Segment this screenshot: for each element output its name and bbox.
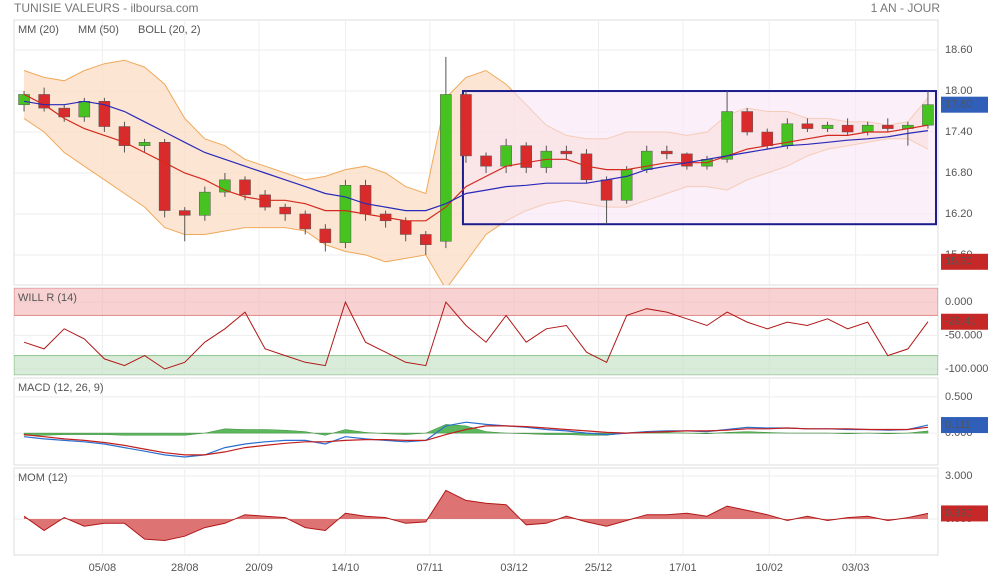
value-badge-label: -29.41 <box>945 316 976 328</box>
momentum-line <box>23 489 929 542</box>
candle-body <box>922 104 934 126</box>
candle-body <box>98 101 111 127</box>
candle-body <box>239 179 251 196</box>
candle-body <box>58 107 70 118</box>
oversold-band <box>14 355 938 375</box>
candle-body <box>440 94 452 242</box>
candle-body <box>721 111 733 160</box>
candle-body <box>801 123 814 129</box>
y-tick-label: 0.000 <box>945 296 973 308</box>
candle-body <box>359 185 372 215</box>
x-tick-label: 14/10 <box>332 562 360 574</box>
y-tick-label: 18.00 <box>945 85 973 97</box>
x-tick-label: 20/09 <box>245 562 273 574</box>
candle-body <box>319 228 332 243</box>
value-badge <box>941 313 988 330</box>
plot <box>14 378 938 465</box>
y-tick-label: 16.80 <box>945 167 973 179</box>
candle-body <box>600 179 613 201</box>
candle-body <box>861 124 874 133</box>
x-tick-label: 03/03 <box>842 562 870 574</box>
candle-body <box>199 191 211 216</box>
y-tick-label: 16.20 <box>945 208 973 220</box>
panel <box>13 377 939 466</box>
candle-body <box>460 94 472 157</box>
candle-body <box>761 131 774 146</box>
legend-entry: BOLL (20, 2) <box>138 24 201 36</box>
value-badge <box>941 417 988 434</box>
value-badge-label: 15.50 <box>945 256 973 268</box>
x-tick-label: 17/01 <box>669 562 697 574</box>
candle-body <box>38 94 50 109</box>
candle-body <box>219 179 231 193</box>
candle-body <box>661 150 673 155</box>
period: 1 AN - JOUR <box>871 1 941 15</box>
panel-title: WILL R (14) <box>18 292 77 304</box>
value-badge-label: 0.390 <box>945 507 973 519</box>
value-badge-label: 0.111 <box>945 419 971 431</box>
candle-body <box>138 142 151 146</box>
y-tick-label: 0.500 <box>945 391 973 403</box>
willr-line <box>23 300 929 370</box>
moving-average <box>23 93 929 222</box>
y-tick-label: 17.40 <box>945 126 973 138</box>
value-badge-label: 17.80 <box>945 99 973 111</box>
macd-histogram <box>23 424 929 436</box>
value-badge <box>941 253 988 270</box>
momentum-area <box>24 490 928 541</box>
x-tick-label: 03/12 <box>500 562 528 574</box>
candle-body <box>841 124 854 133</box>
candle-body <box>178 210 191 216</box>
candle-body <box>741 111 753 133</box>
value-badge <box>941 96 988 113</box>
plot <box>14 288 938 375</box>
candle-body <box>420 234 432 245</box>
candle-body <box>78 101 91 118</box>
candle-body <box>339 185 352 243</box>
value-badge <box>941 505 988 522</box>
candle-body <box>259 194 271 208</box>
candle-body <box>279 206 291 215</box>
box-annotation <box>461 90 937 226</box>
plot <box>14 468 938 555</box>
candle-body <box>520 145 532 168</box>
candle-body <box>158 142 171 211</box>
y-tick-label: -50.000 <box>945 329 982 341</box>
x-tick-label: 05/08 <box>89 562 117 574</box>
candle-body <box>821 124 834 129</box>
panel-title: MACD (12, 26, 9) <box>18 382 104 394</box>
x-tick-label: 07/11 <box>416 562 443 574</box>
source: TUNISIE VALEURS - ilboursa.com <box>14 1 199 15</box>
plot <box>14 20 938 285</box>
panel-title: MOM (12) <box>18 472 68 484</box>
legend-entry: MM (20) <box>18 24 59 36</box>
candle-body <box>882 124 894 129</box>
y-tick-label: 3.000 <box>945 470 973 482</box>
legend-entry: MM (50) <box>78 24 119 36</box>
candle-body <box>399 220 412 235</box>
x-tick-label: 10/02 <box>756 562 784 574</box>
candle-body <box>500 145 512 167</box>
overbought-band <box>14 288 938 316</box>
macd-line <box>23 425 929 456</box>
x-tick-label: 28/08 <box>171 562 199 574</box>
x-tick-label: 25/12 <box>585 562 613 574</box>
y-tick-label: -100.000 <box>945 363 988 375</box>
candle-body <box>299 213 312 230</box>
y-tick-label: 18.60 <box>945 44 973 56</box>
candle-body <box>620 169 633 201</box>
candle-body <box>480 155 492 167</box>
moving-average <box>23 100 929 212</box>
candle-body <box>118 126 131 146</box>
candle-body <box>681 153 693 167</box>
candle-body <box>560 150 573 155</box>
